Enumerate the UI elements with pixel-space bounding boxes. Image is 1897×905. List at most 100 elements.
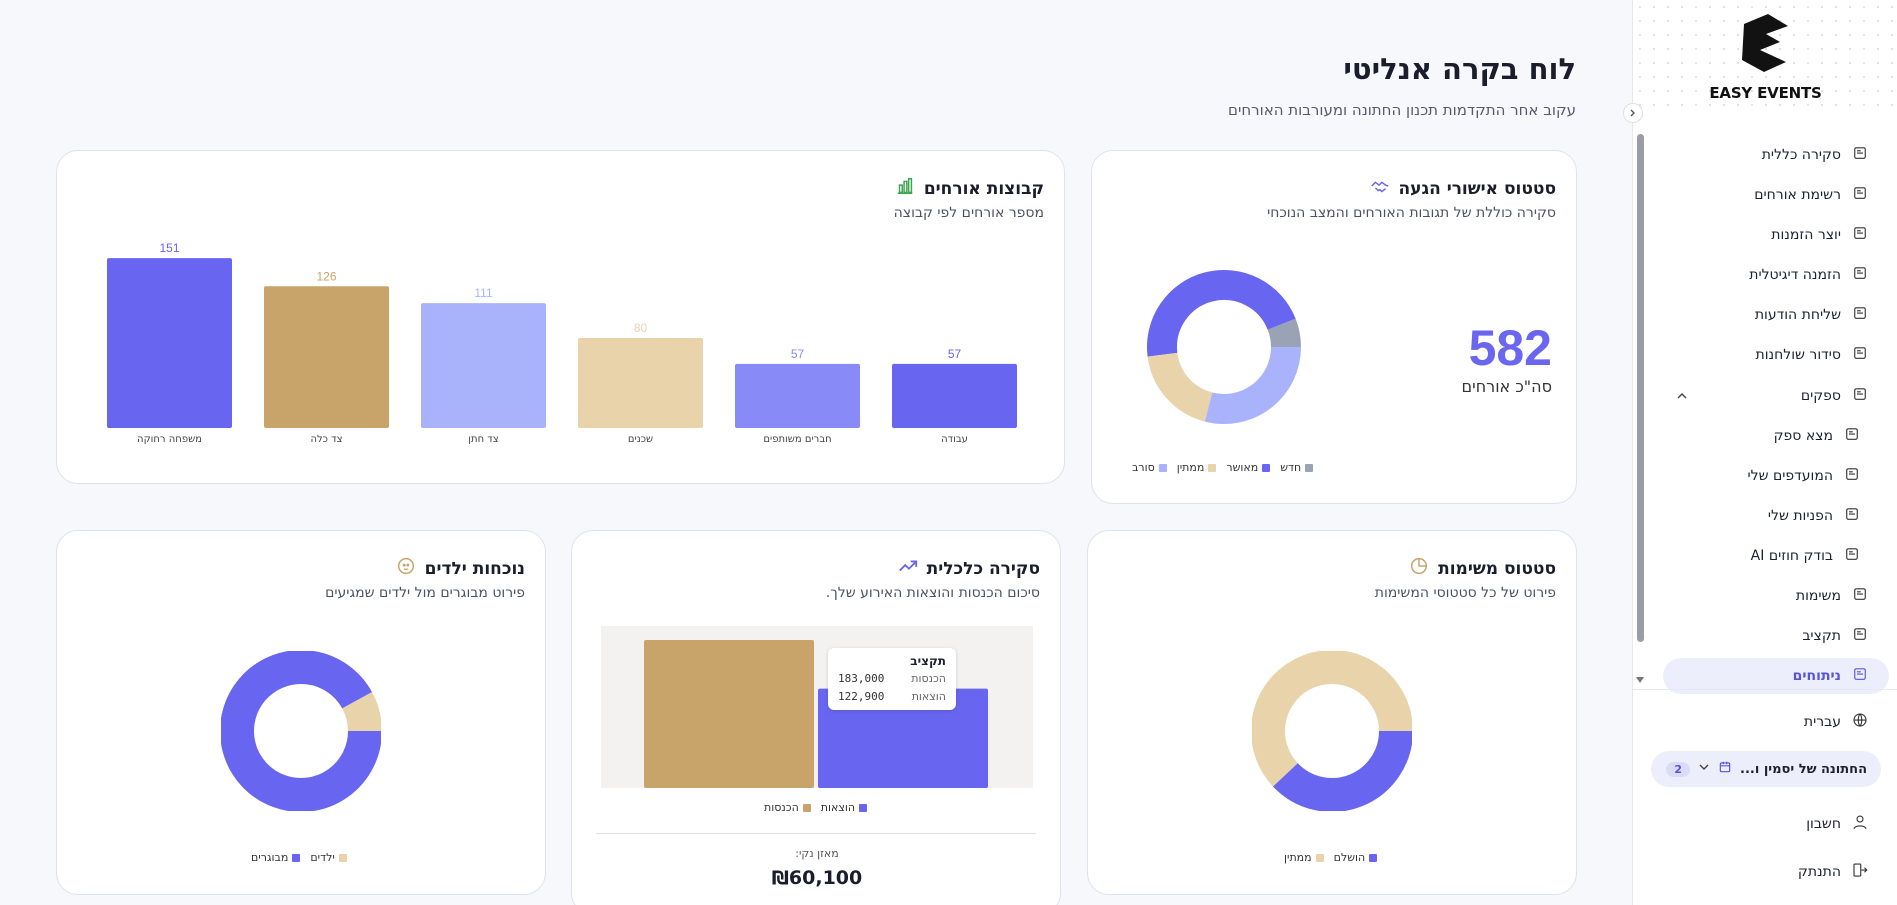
trend-up-icon bbox=[897, 555, 919, 582]
sidebar-item-overview[interactable]: סקירה כללית bbox=[1762, 140, 1869, 170]
chevron-up-icon[interactable] bbox=[1676, 391, 1688, 401]
chevron-right-icon bbox=[1630, 109, 1635, 117]
event-selector[interactable]: החתונה של יסמין ו... 2 bbox=[1651, 751, 1881, 787]
legend-item: חדש bbox=[1280, 461, 1314, 474]
legend-label: ילדים bbox=[310, 851, 335, 864]
tooltip-row-label: הכנסות bbox=[911, 672, 946, 685]
sidebar-item-guests[interactable]: רשימת אורחים bbox=[1754, 180, 1869, 210]
sidebar-item-heart[interactable]: המועדפים שלי bbox=[1748, 461, 1862, 491]
scroll-down-arrow[interactable] bbox=[1635, 676, 1645, 684]
donut-slice-0[interactable] bbox=[1272, 730, 1412, 811]
fin-bar-1[interactable] bbox=[818, 688, 988, 788]
groups-bar-chart: 151 משפחה רחוקה 126 צד כלה 111 צד חתן 80 שכנים 5… bbox=[107, 241, 1017, 445]
bar-value-label: 126 bbox=[316, 269, 336, 283]
legend-item: הכנסות bbox=[764, 801, 811, 814]
legend-item: ממתין bbox=[1284, 851, 1324, 864]
bar-value-label: 151 bbox=[159, 241, 179, 255]
sidebar-scrollbar[interactable] bbox=[1637, 134, 1644, 642]
tasks-card-title: סטטוס משימות bbox=[1408, 555, 1556, 582]
heart-icon bbox=[1843, 465, 1861, 487]
bar-2[interactable] bbox=[421, 303, 546, 428]
sidebar-item-chat[interactable]: שליחת הודעות bbox=[1755, 300, 1869, 330]
legend-label: חדש bbox=[1280, 461, 1302, 474]
bar-1[interactable] bbox=[264, 286, 389, 428]
kids-card-title-text: נוכחות ילדים bbox=[424, 558, 525, 579]
legend-item: סורב bbox=[1132, 461, 1167, 474]
donut-slice-3[interactable] bbox=[1204, 346, 1301, 424]
legend-label: הכנסות bbox=[764, 801, 799, 814]
rsvp-card-subtitle: סקירה כוללת של תגובות האורחים והמצב הנוכ… bbox=[1267, 205, 1556, 221]
donut-slice-0[interactable] bbox=[341, 691, 381, 732]
bar-4[interactable] bbox=[735, 363, 860, 428]
account-link[interactable]: חשבון bbox=[1806, 809, 1869, 839]
legend-item: ילדים bbox=[310, 851, 347, 864]
sidebar-item-document[interactable]: בודק חוזים AI bbox=[1751, 541, 1861, 571]
sidebar-item-clipboard[interactable]: משימות bbox=[1796, 581, 1869, 611]
sidebar-item-budget[interactable]: תקציב bbox=[1802, 621, 1869, 651]
language-label: עברית bbox=[1803, 714, 1841, 730]
logout-icon bbox=[1851, 861, 1869, 883]
search-icon bbox=[1843, 425, 1861, 447]
page-title: לוח בקרה אנליטי bbox=[1343, 52, 1576, 86]
sidebar-item-label: סקירה כללית bbox=[1761, 147, 1841, 163]
sidebar: EASY EVENTS סקירה כללית רשימת אורחים יוצר … bbox=[1623, 0, 1897, 905]
tooltip-row-value: 183,000 bbox=[838, 672, 885, 685]
bar-chart-icon bbox=[894, 175, 916, 202]
sidebar-item-phone[interactable]: הזמנה דיגיטלית bbox=[1749, 260, 1869, 290]
logo-text: EASY EVENTS bbox=[1709, 84, 1822, 102]
logo-mark bbox=[1742, 14, 1788, 72]
groups-card-title-text: קבוצות אורחים bbox=[923, 178, 1044, 199]
user-icon bbox=[1851, 813, 1869, 835]
guest-groups-card: קבוצות אורחים מספר אורחים לפי קבוצה 151 מ… bbox=[56, 150, 1065, 484]
bar-0[interactable] bbox=[107, 258, 232, 428]
legend-label: סורב bbox=[1132, 461, 1155, 474]
donut-slice-1[interactable] bbox=[1147, 270, 1296, 357]
logout-label: התנתק bbox=[1797, 864, 1841, 880]
sidebar-item-sparkle[interactable]: יוצר הזמנות bbox=[1771, 220, 1869, 250]
sidebar-item-label: מצא ספק bbox=[1773, 428, 1833, 444]
bar-category-label: שכנים bbox=[628, 434, 653, 445]
bar-5[interactable] bbox=[892, 363, 1017, 428]
tooltip-title: תקציב bbox=[910, 654, 946, 668]
calendar-icon bbox=[1718, 760, 1732, 778]
donut-slice-1[interactable] bbox=[1252, 651, 1412, 787]
sidebar-item-label: הפניות שלי bbox=[1767, 508, 1833, 524]
bar-value-label: 57 bbox=[791, 347, 805, 361]
kids-card-subtitle: פירוט מבוגרים מול ילדים שמגיעים bbox=[325, 585, 525, 601]
tables-icon bbox=[1851, 344, 1869, 366]
tooltip-row-value: 122,900 bbox=[838, 690, 885, 703]
tasks-card-subtitle: פירוט של כל סטטוסי המשימות bbox=[1374, 585, 1556, 601]
collapse-sidebar-button[interactable] bbox=[1623, 103, 1643, 123]
legend-label: מאושר bbox=[1226, 461, 1259, 474]
legend-label: הושלם bbox=[1333, 851, 1366, 864]
sidebar-item-search[interactable]: מצא ספק bbox=[1774, 421, 1861, 451]
sidebar-item-tables[interactable]: סידור שולחנות bbox=[1756, 340, 1869, 370]
financial-bar-chart bbox=[601, 626, 1033, 788]
donut-slice-1[interactable] bbox=[221, 651, 381, 811]
language-selector[interactable]: עברית bbox=[1804, 707, 1869, 737]
overview-icon bbox=[1851, 144, 1869, 166]
overview-card-subtitle: סיכום הכנסות והוצאות האירוע שלך. bbox=[825, 585, 1040, 601]
legend-label: הוצאות bbox=[820, 801, 856, 814]
sidebar-item-analytics[interactable]: ניתוחים bbox=[1663, 658, 1889, 694]
sidebar-item-label: המועדפים שלי bbox=[1747, 468, 1834, 484]
logout-link[interactable]: התנתק bbox=[1798, 857, 1869, 887]
legend-label: ממתין bbox=[1176, 461, 1205, 474]
sidebar-item-pin[interactable]: ספקים bbox=[1801, 381, 1869, 411]
rsvp-status-card: סטטוס אישורי הגעה סקירה כוללת של תגובות … bbox=[1091, 150, 1577, 504]
tasks-status-card: סטטוס משימות פירוט של כל סטטוסי המשימות … bbox=[1087, 530, 1577, 895]
donut-slice-0[interactable] bbox=[1267, 318, 1301, 348]
bar-3[interactable] bbox=[578, 338, 703, 428]
donut-slice-2[interactable] bbox=[1147, 352, 1213, 422]
clipboard-icon bbox=[1851, 585, 1869, 607]
tasks-legend: הושלם ממתין bbox=[1284, 851, 1378, 864]
groups-card-title: קבוצות אורחים bbox=[894, 175, 1044, 202]
sidebar-item-message[interactable]: הפניות שלי bbox=[1768, 501, 1861, 531]
fin-bar-0[interactable] bbox=[644, 640, 814, 788]
rsvp-legend: חדש מאושר ממתין סורב bbox=[1132, 461, 1314, 474]
rsvp-card-title: סטטוס אישורי הגעה bbox=[1369, 175, 1556, 202]
sidebar-item-label: רשימת אורחים bbox=[1754, 187, 1841, 203]
legend-item: ממתין bbox=[1177, 461, 1217, 474]
kids-card-title: נוכחות ילדים bbox=[395, 555, 525, 582]
sidebar-item-label: הזמנה דיגיטלית bbox=[1749, 267, 1841, 283]
